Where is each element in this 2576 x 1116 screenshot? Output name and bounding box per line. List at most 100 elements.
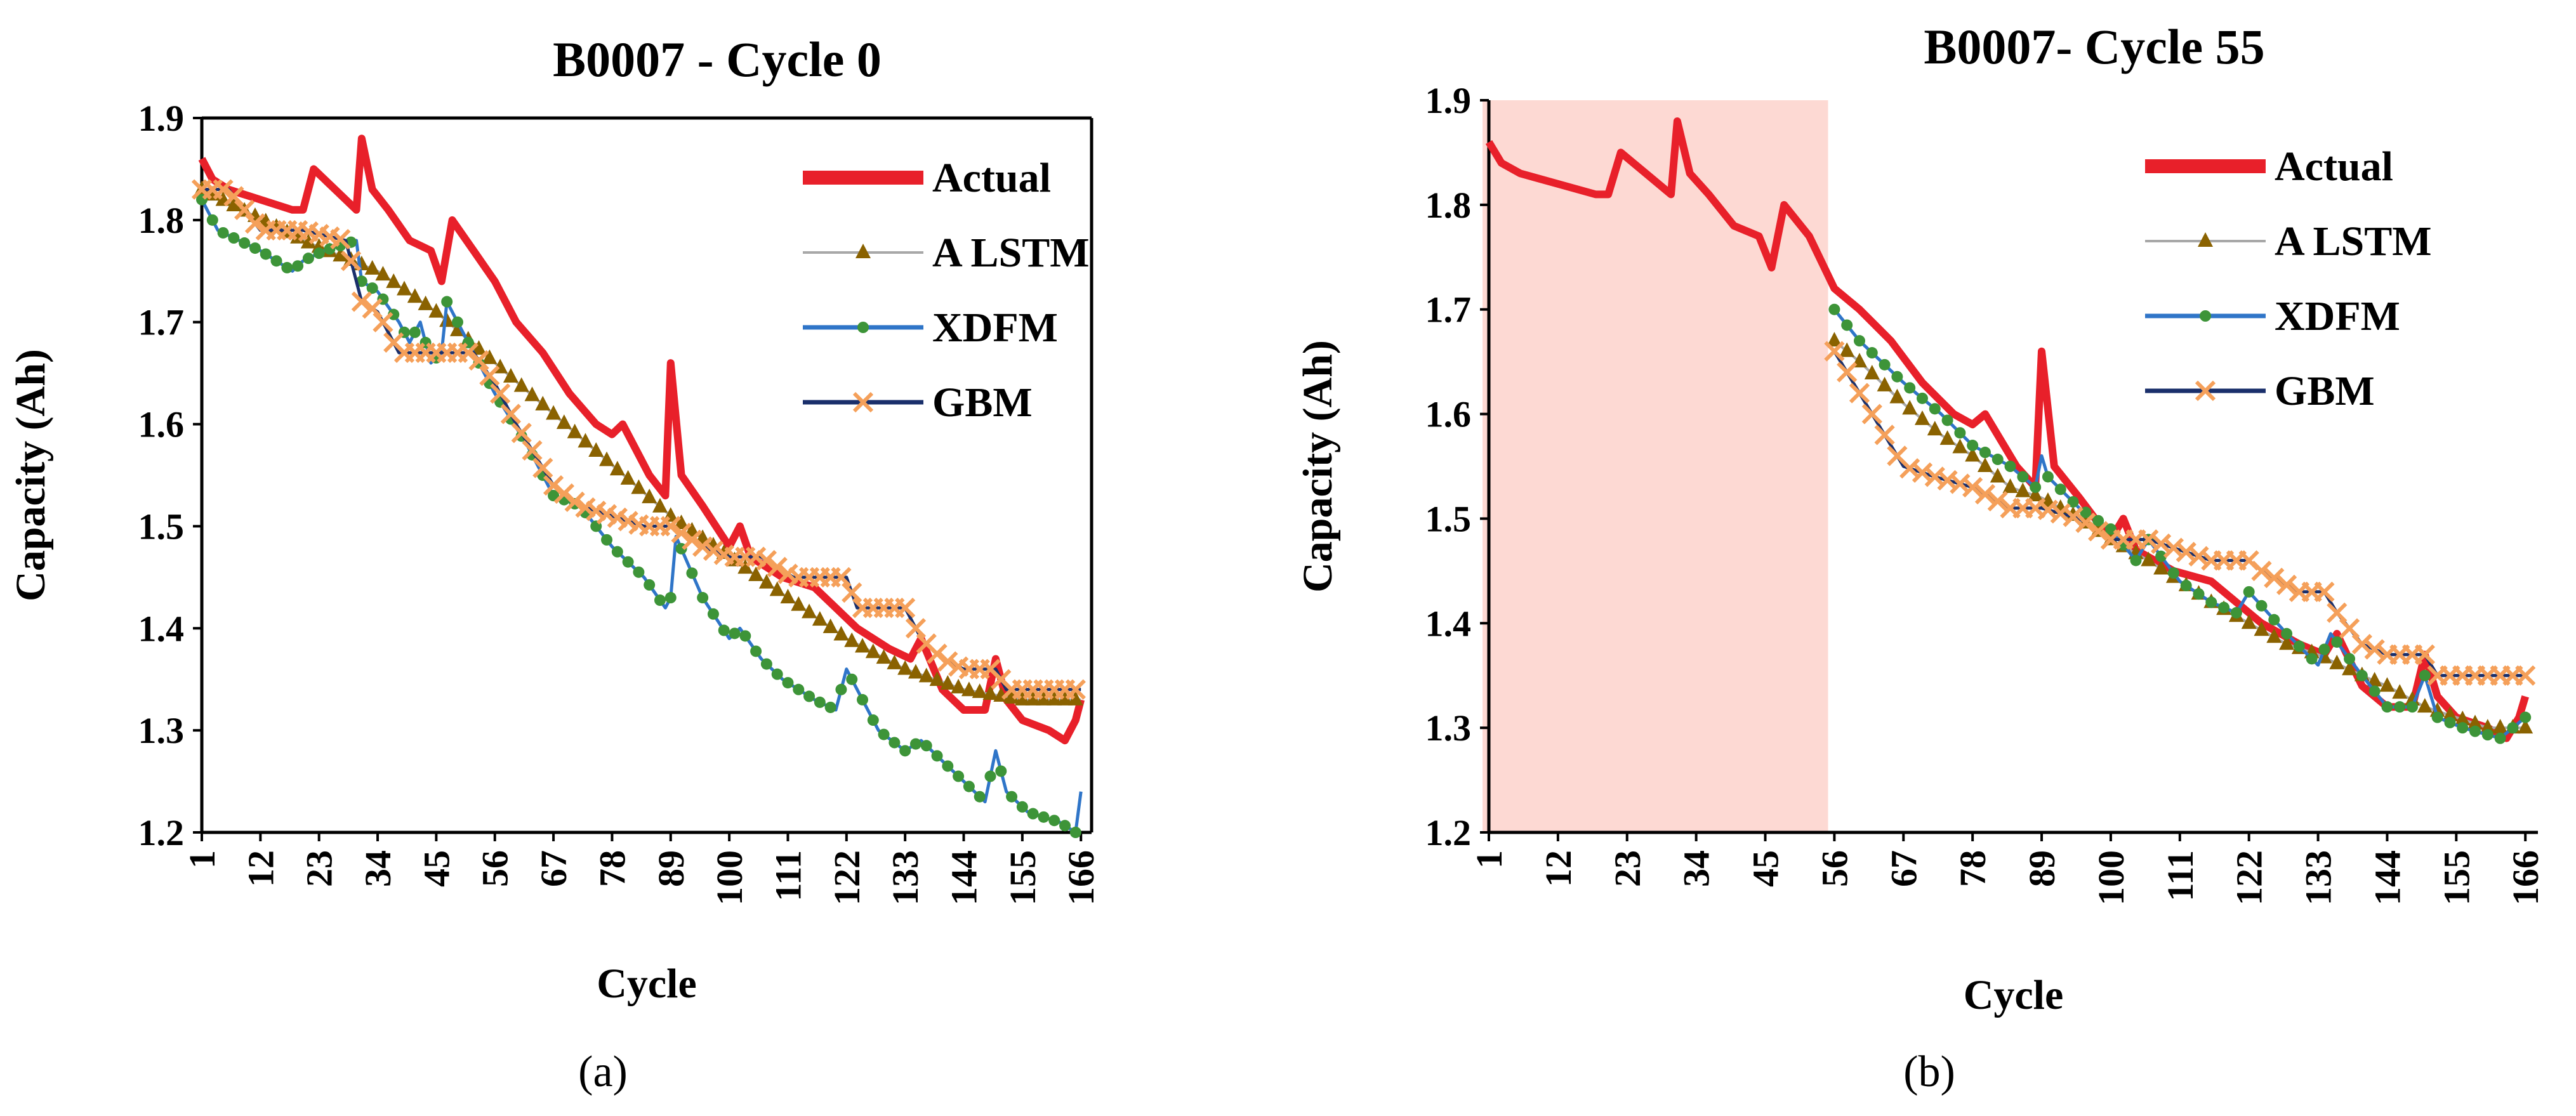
data-point [909, 738, 921, 750]
data-point [1950, 473, 1971, 494]
data-point [451, 316, 463, 328]
data-point [2092, 515, 2104, 527]
data-point [1849, 383, 1870, 404]
data-point [974, 791, 986, 803]
data-point [532, 457, 553, 478]
x-tick-label: 122 [826, 850, 868, 905]
data-point [920, 740, 932, 752]
y-tick-label: 1.4 [1425, 603, 1472, 644]
y-tick-label: 1.6 [1425, 394, 1472, 435]
data-point [375, 266, 391, 281]
x-tick-label: 133 [885, 850, 926, 905]
legend-label: A LSTM [932, 230, 1090, 276]
data-point [1914, 410, 1930, 425]
x-tick-label: 56 [1814, 850, 1855, 887]
data-point [2381, 701, 2393, 713]
legend-marker [857, 322, 869, 333]
data-point [2063, 506, 2084, 527]
data-point [1974, 483, 1996, 505]
data-point [2015, 482, 2031, 497]
data-point [642, 489, 657, 504]
data-point [1027, 808, 1039, 820]
data-point [771, 668, 783, 680]
data-point [2004, 461, 2016, 472]
data-point [707, 608, 719, 620]
y-tick-label: 1.7 [138, 302, 185, 343]
data-point [1967, 440, 1979, 452]
data-point [1059, 820, 1071, 832]
data-point [217, 226, 229, 239]
data-point [750, 645, 762, 657]
x-tick-label: 67 [533, 850, 574, 887]
x-tick-label: 155 [2436, 850, 2477, 905]
data-point [2407, 701, 2419, 713]
data-point [1004, 688, 1020, 704]
data-point [2266, 628, 2282, 643]
data-point [500, 404, 522, 424]
data-point [1067, 690, 1083, 706]
chart-title: B0007- Cycle 55 [1924, 19, 2264, 74]
data-point [226, 196, 242, 211]
data-point [729, 627, 741, 640]
y-tick-label: 1.6 [138, 404, 185, 445]
series-actual [198, 135, 1085, 745]
data-point [388, 308, 400, 320]
data-point [2281, 627, 2293, 640]
data-point [631, 479, 647, 494]
data-point [2367, 671, 2382, 686]
data-point [660, 516, 681, 537]
data-point [1047, 690, 1062, 706]
panel-caption: (a) [578, 1047, 628, 1096]
y-tick-label: 1.5 [1425, 498, 1472, 539]
data-point [2155, 550, 2167, 562]
data-point [1899, 458, 1920, 479]
data-point [2469, 725, 2481, 737]
data-point [1927, 421, 1943, 436]
series-xdfm [1828, 303, 2532, 744]
data-point [2138, 529, 2159, 550]
data-point [857, 693, 869, 706]
x-tick-label: 111 [767, 850, 809, 902]
data-point [2494, 732, 2506, 744]
series-line [200, 199, 1083, 834]
data-point [564, 491, 585, 512]
data-point [351, 291, 372, 312]
data-point [760, 658, 772, 670]
data-point [2520, 711, 2532, 723]
data-point [522, 440, 543, 461]
data-point [1954, 427, 1966, 439]
data-point [2017, 471, 2029, 483]
data-point [937, 651, 958, 672]
data-point [769, 581, 785, 596]
data-point [2243, 586, 2255, 598]
series-line [198, 135, 1085, 745]
data-point [599, 451, 615, 466]
data-point [918, 667, 934, 683]
data-point [2368, 685, 2381, 697]
legend-marker [2200, 310, 2211, 322]
data-point [855, 638, 871, 653]
data-point [1014, 690, 1030, 706]
data-point [601, 534, 613, 546]
x-tick-label: 78 [1952, 850, 1993, 887]
data-point [2342, 660, 2358, 676]
data-point [2431, 711, 2443, 723]
data-point [2067, 496, 2079, 508]
data-point [1939, 430, 1955, 445]
data-point [895, 597, 916, 619]
data-point [2351, 634, 2372, 655]
data-point [418, 295, 433, 310]
data-point [490, 383, 511, 404]
data-point [468, 350, 489, 371]
data-point [2150, 533, 2172, 555]
data-point [867, 714, 879, 726]
data-point [2050, 503, 2071, 524]
data-point [535, 395, 551, 410]
data-point [2467, 714, 2483, 730]
legend-label: GBM [932, 379, 1033, 426]
data-point [2314, 581, 2335, 602]
data-point [2279, 635, 2295, 650]
data-point [373, 312, 393, 332]
data-point [802, 603, 817, 619]
data-point [2264, 567, 2285, 588]
